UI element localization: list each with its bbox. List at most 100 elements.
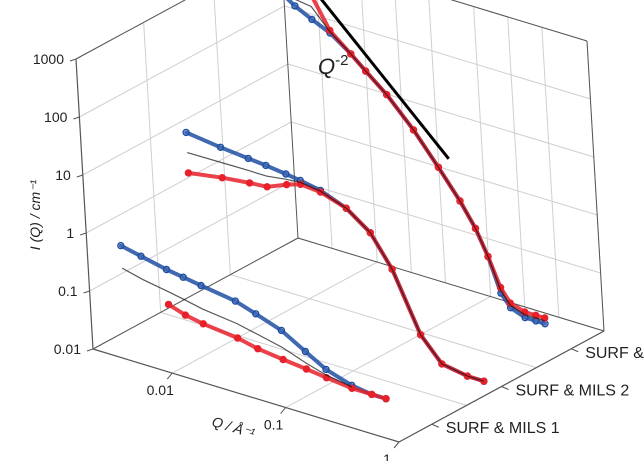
data-point <box>181 311 190 319</box>
back-wall-vgridline <box>428 0 447 283</box>
data-point <box>179 273 187 281</box>
series-trace <box>311 0 547 320</box>
back-wall-vgridline <box>361 0 378 263</box>
data-point <box>197 281 205 290</box>
data-point <box>251 310 260 318</box>
data-point <box>254 345 262 353</box>
data-point <box>301 347 310 356</box>
slope-reference-line <box>319 0 450 160</box>
top-back-edge <box>450 0 588 42</box>
floor-back-edge <box>297 237 605 332</box>
side-wall-gridline <box>89 179 295 292</box>
back-corner-edge <box>283 0 299 239</box>
back-right-edge <box>586 40 605 332</box>
data-point <box>263 183 271 191</box>
data-point <box>216 143 225 152</box>
y-tick-mark <box>76 174 83 178</box>
data-point <box>279 355 287 364</box>
y-tick-mark <box>80 232 87 236</box>
data-point <box>233 334 242 342</box>
floor-gridline <box>285 296 491 408</box>
back-wall-gridline <box>284 5 591 100</box>
back-wall-vgridline <box>317 0 333 249</box>
slope-annotation: Q-2 <box>318 0 450 160</box>
y-tick-mark <box>83 290 90 294</box>
side-wall-gridline <box>82 63 289 176</box>
depth-tick-mark <box>501 386 509 390</box>
back-wall-gridline <box>291 121 598 216</box>
data-point <box>137 252 145 260</box>
data-point <box>302 365 311 373</box>
x-tick-label: 0.1 <box>264 417 284 433</box>
data-point <box>368 390 376 399</box>
data-point <box>244 154 252 163</box>
surf-mils-3-red-series <box>311 0 549 322</box>
depth-category-label: SURF & MILS 2 <box>516 383 630 400</box>
y-tick-label: 1000 <box>33 51 64 67</box>
slope-label-exponent: -2 <box>335 52 348 69</box>
data-point <box>262 161 270 170</box>
data-point <box>308 15 316 24</box>
data-point <box>199 320 207 328</box>
y-tick-label: 10 <box>55 167 71 183</box>
axis-labels: 0.01 0.1 1 10 100 1000 0.01 0.1 1 SURF & MILS 1 SU… <box>27 51 644 466</box>
data-point <box>184 169 193 177</box>
y-axis-line <box>75 58 94 350</box>
slope-label-base: Q <box>318 54 335 79</box>
y-tick-mark <box>86 348 94 352</box>
depth-category-label: SURF & MILS 1 <box>446 420 560 437</box>
depth-category-label: SURF & MILS 3 <box>585 345 644 362</box>
back-wall-vgridline <box>394 0 412 273</box>
back-wall-vgridline <box>541 27 560 318</box>
x-tick-label: 0.01 <box>147 382 174 398</box>
data-point <box>282 180 291 189</box>
side-wall-vgridline <box>213 0 231 275</box>
surf-mils-1-red-series <box>164 300 390 403</box>
data-point <box>231 297 240 305</box>
data-point <box>506 299 514 307</box>
back-wall-gridline <box>287 63 594 158</box>
x-tick-mark <box>393 441 400 449</box>
data-point <box>277 326 286 335</box>
data-point <box>291 2 299 10</box>
series-trace <box>118 243 388 401</box>
back-wall-vgridline <box>507 16 526 307</box>
x-axis-title: Q / Å⁻¹ <box>210 413 257 441</box>
y-tick-label: 0.1 <box>58 283 78 299</box>
data-point <box>218 173 226 182</box>
data-point <box>182 128 190 137</box>
data-point <box>245 179 254 187</box>
data-point <box>322 365 330 374</box>
y-tick-mark <box>69 58 77 62</box>
slope-label: Q-2 <box>318 52 348 79</box>
fit-line <box>295 0 546 322</box>
top-side-edge <box>75 0 187 60</box>
y-tick-mark <box>73 116 80 120</box>
data-point <box>117 241 125 250</box>
depth-tick-mark <box>431 423 439 428</box>
y-tick-label: 0.01 <box>54 341 81 357</box>
x-axis-line <box>92 348 400 443</box>
back-wall-gridline <box>294 179 601 274</box>
floor-gridline <box>230 274 537 369</box>
depth-tick-mark <box>571 348 579 353</box>
floor-edge <box>92 237 299 350</box>
y-tick-label: 1 <box>66 225 74 241</box>
fit-line <box>121 267 353 388</box>
axes-frame <box>69 0 605 449</box>
data-point <box>282 170 290 178</box>
data-point <box>164 300 173 309</box>
floor-gridline <box>172 261 378 374</box>
data-series <box>117 0 549 403</box>
back-wall-vgridline <box>473 6 492 297</box>
side-wall-gridline <box>85 121 292 234</box>
side-wall-gridline <box>79 5 285 118</box>
series-trace <box>186 170 486 384</box>
data-point <box>162 265 171 274</box>
y-tick-label: 100 <box>44 109 68 125</box>
data-point <box>382 395 390 403</box>
x-tick-label: 1 <box>383 451 391 461</box>
side-wall-gridline <box>75 0 187 60</box>
